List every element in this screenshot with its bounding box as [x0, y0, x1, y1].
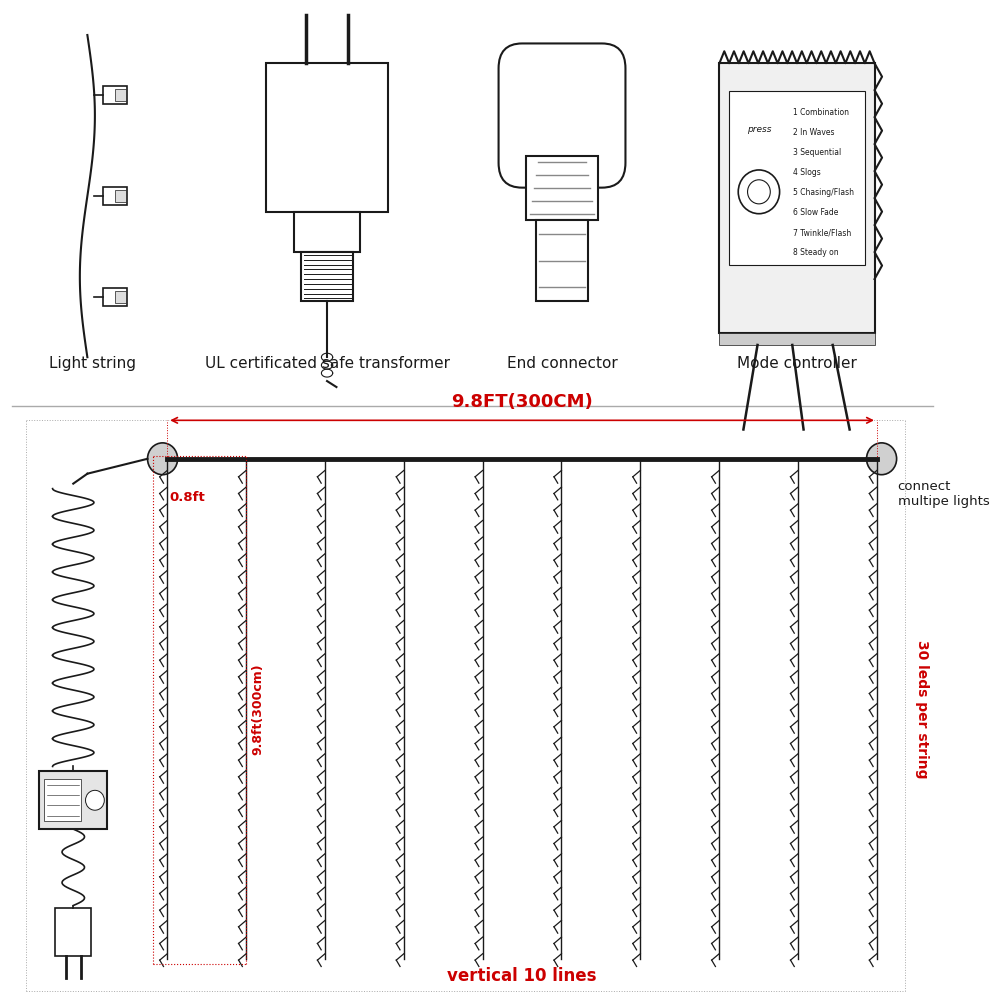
Circle shape [867, 443, 897, 475]
Text: 2 In Waves: 2 In Waves [793, 128, 834, 137]
Text: 3 Sequential: 3 Sequential [793, 148, 841, 157]
Bar [266, 63, 388, 212]
Text: 0.8ft: 0.8ft [169, 491, 205, 504]
Bar [103, 187, 127, 205]
Bar [44, 779, 81, 821]
Text: UL certificated safe transformer: UL certificated safe transformer [205, 356, 450, 371]
Text: End connector: End connector [507, 356, 617, 371]
Bar [719, 333, 875, 345]
Text: 8 Steady on: 8 Steady on [793, 248, 838, 257]
Bar [536, 220, 588, 301]
Text: press: press [747, 125, 771, 134]
Text: connect
multipe lights: connect multipe lights [898, 480, 989, 508]
Text: 7 Twinkle/Flash: 7 Twinkle/Flash [793, 228, 851, 237]
Bar [301, 252, 353, 301]
Circle shape [738, 170, 780, 214]
Text: 5 Chasing/Flash: 5 Chasing/Flash [793, 188, 854, 197]
Bar [115, 190, 126, 202]
Text: Mode controller: Mode controller [737, 356, 857, 371]
Bar [719, 63, 875, 333]
Text: 4 Slogs: 4 Slogs [793, 168, 821, 177]
Circle shape [148, 443, 178, 475]
Text: 9.8FT(300CM): 9.8FT(300CM) [451, 393, 593, 411]
Bar [526, 156, 598, 220]
Bar [115, 89, 126, 101]
Circle shape [86, 790, 104, 810]
Text: 30 leds per string: 30 leds per string [915, 640, 929, 778]
Bar [115, 291, 126, 303]
Bar [729, 91, 865, 265]
Bar [294, 212, 360, 252]
Text: 6 Slow Fade: 6 Slow Fade [793, 208, 838, 217]
Bar [55, 908, 91, 956]
Bar [103, 288, 127, 306]
Bar [39, 771, 107, 829]
Text: 9.8ft(300cm): 9.8ft(300cm) [252, 663, 265, 755]
Text: 1 Combination: 1 Combination [793, 108, 849, 117]
Bar [103, 86, 127, 104]
FancyBboxPatch shape [499, 43, 625, 188]
Text: vertical 10 lines: vertical 10 lines [447, 967, 597, 985]
Text: Light string: Light string [49, 356, 136, 371]
